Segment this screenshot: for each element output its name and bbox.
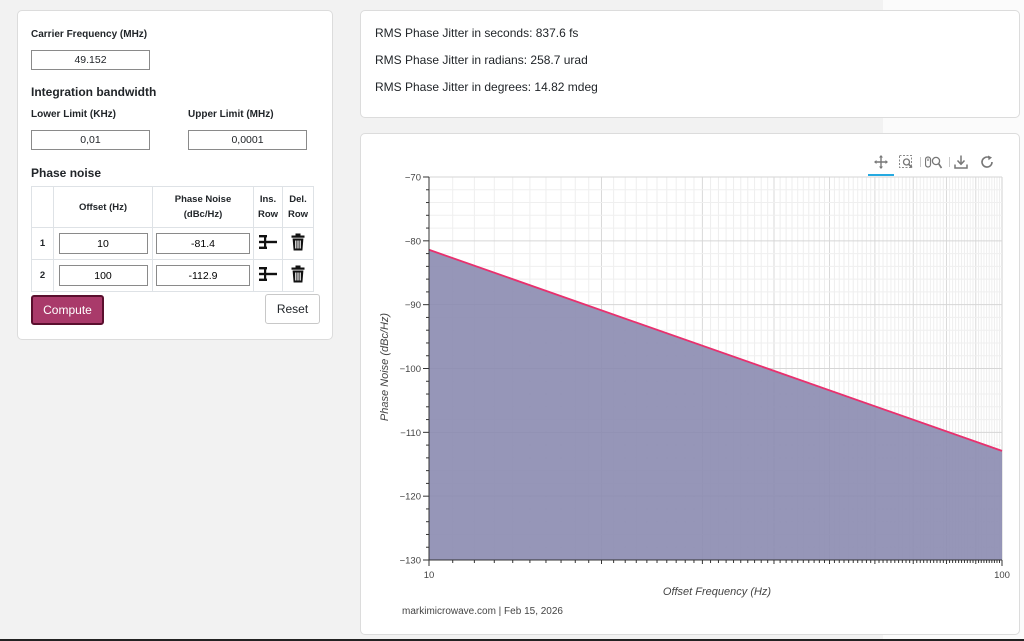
delete-header-line2: Row: [287, 209, 309, 220]
insert-header-line2: Row: [257, 209, 279, 220]
toolbar-separator: [920, 157, 921, 167]
area-fill: [429, 249, 1002, 560]
y-tick-label: −120: [400, 492, 421, 503]
y-tick-label: −90: [405, 300, 421, 311]
results-panel: RMS Phase Jitter in seconds: 837.6 fs RM…: [360, 10, 1020, 118]
phase-noise-input[interactable]: [156, 265, 250, 286]
insert-row-header: Ins. Row: [253, 186, 283, 228]
delete-header-line1: Del.: [289, 194, 307, 205]
row-index: 1: [31, 227, 54, 260]
table-row: 1: [31, 227, 314, 260]
upper-limit-label: Upper Limit (MHz): [188, 109, 274, 120]
offset-header-label: Offset (Hz): [78, 201, 128, 213]
phase-noise-input[interactable]: [156, 233, 250, 254]
insert-cell: [253, 259, 283, 292]
delete-cell: [282, 259, 314, 292]
phase-noise-header-line1: Phase Noise: [174, 194, 232, 205]
lower-limit-label: Lower Limit (KHz): [31, 109, 116, 120]
table-row: 2: [31, 259, 314, 292]
x-tick-label: 10: [424, 570, 435, 581]
area-fill-layer: [428, 248, 1003, 560]
y-axis-label: Phase Noise (dBc/Hz): [379, 313, 391, 422]
save-icon[interactable]: [952, 154, 970, 170]
index-header: [31, 186, 54, 228]
y-tick-label: −80: [405, 236, 421, 247]
window-bottom-edge: [0, 639, 1024, 641]
phase-noise-header: Phase Noise (dBc/Hz): [152, 186, 254, 228]
series-line: [428, 248, 1003, 452]
toolbar-separator: [949, 157, 950, 167]
phase-noise-table: Offset (Hz) Phase Noise (dBc/Hz) Ins. Row …: [31, 186, 314, 292]
noise-cell: [152, 227, 254, 260]
insert-row-icon[interactable]: [258, 266, 278, 285]
delete-cell: [282, 227, 314, 260]
input-panel: Carrier Frequency (MHz) Integration band…: [17, 10, 333, 340]
offset-cell: [53, 227, 153, 260]
offset-input[interactable]: [58, 233, 148, 254]
jitter-radians-text: RMS Phase Jitter in radians: 258.7 urad: [375, 53, 588, 67]
upper-limit-input[interactable]: [188, 130, 307, 150]
y-tick-label: −70: [405, 173, 421, 184]
insert-cell: [253, 227, 283, 260]
delete-row-header: Del. Row: [282, 186, 314, 228]
y-tick-label: −110: [400, 428, 421, 439]
offset-input[interactable]: [58, 265, 148, 286]
phase-noise-heading: Phase noise: [31, 166, 102, 180]
box-zoom-icon[interactable]: [897, 154, 915, 170]
wheel-zoom-icon[interactable]: [924, 154, 944, 170]
integration-bandwidth-heading: Integration bandwidth: [31, 85, 157, 99]
table-header-row: Offset (Hz) Phase Noise (dBc/Hz) Ins. Row …: [31, 186, 314, 228]
lower-limit-input[interactable]: [31, 130, 150, 150]
noise-cell: [152, 259, 254, 292]
pan-icon[interactable]: [872, 154, 890, 170]
x-axis-label: Offset Frequency (Hz): [663, 586, 772, 598]
jitter-seconds-text: RMS Phase Jitter in seconds: 837.6 fs: [375, 26, 579, 40]
carrier-frequency-input[interactable]: [31, 50, 150, 70]
chart-panel: −70 −80 −90 −100 −110 −120 −130 10 100 Offset Fr…: [360, 133, 1020, 635]
x-tick-label: 100: [994, 570, 1010, 581]
insert-row-icon[interactable]: [258, 234, 278, 253]
carrier-frequency-label: Carrier Frequency (MHz): [31, 29, 148, 40]
offset-header: Offset (Hz): [53, 186, 153, 228]
y-tick-label: −100: [400, 364, 421, 375]
active-tool-indicator: [868, 174, 894, 176]
offset-cell: [53, 259, 153, 292]
insert-header-line1: Ins.: [259, 194, 277, 205]
footer-credit: markimicrowave.com | Feb 15, 2026: [402, 606, 563, 617]
reset-button[interactable]: Reset: [265, 294, 320, 324]
trash-icon[interactable]: [291, 265, 305, 286]
row-index: 2: [31, 259, 54, 292]
reset-icon[interactable]: [978, 154, 996, 170]
trash-icon[interactable]: [291, 233, 305, 254]
y-tick-label: −130: [400, 556, 421, 567]
phase-noise-header-line2: (dBc/Hz): [183, 209, 223, 220]
jitter-degrees-text: RMS Phase Jitter in degrees: 14.82 mdeg: [375, 80, 598, 94]
compute-button[interactable]: Compute: [31, 295, 104, 325]
